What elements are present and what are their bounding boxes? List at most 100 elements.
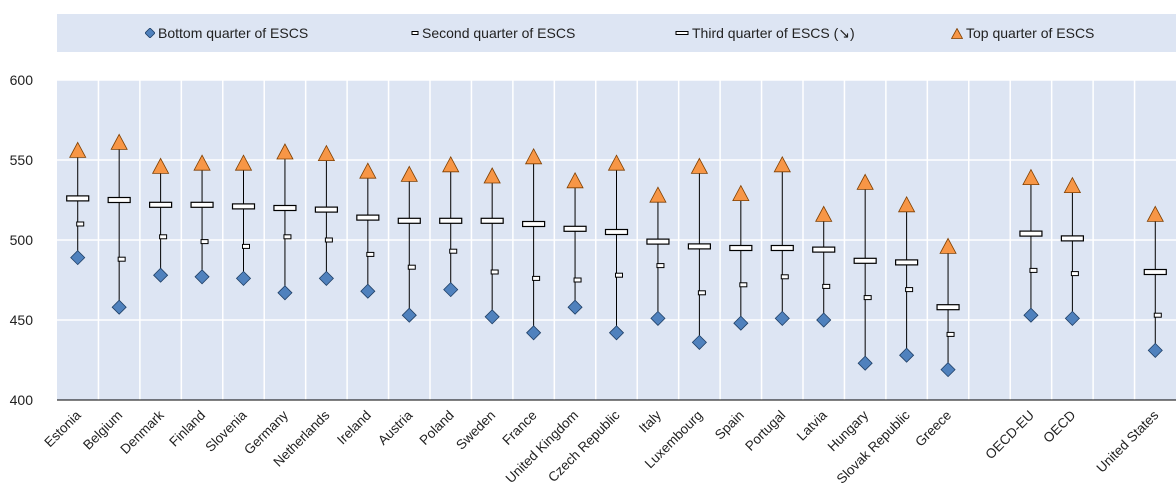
x-tick-label: Austria <box>375 407 416 448</box>
legend-label: Second quarter of ESCS <box>422 25 576 41</box>
bottom-quarter-point <box>277 285 293 301</box>
third-quarter-point <box>936 304 960 311</box>
third-quarter-point <box>231 203 256 210</box>
third-quarter-point <box>853 257 877 264</box>
chart-legend: Bottom quarter of ESCS Second quarter of… <box>57 14 1176 52</box>
bottom-quarter-point <box>1147 342 1163 358</box>
bottom-quarter-point <box>608 325 625 341</box>
y-tick-label: 450 <box>10 312 34 328</box>
diamond-marker-icon <box>145 28 155 38</box>
bottom-quarter-point <box>650 310 666 326</box>
third-quarter-point <box>439 217 463 224</box>
second-quarter-point <box>490 269 499 275</box>
bottom-quarter-point <box>691 334 707 350</box>
second-quarter-point <box>863 295 872 301</box>
y-tick-label: 500 <box>10 232 34 248</box>
third-quarter-point <box>687 243 711 250</box>
bottom-quarter-point <box>235 270 252 286</box>
second-quarter-point <box>822 283 831 289</box>
third-quarter-point <box>646 238 670 245</box>
second-quarter-point <box>200 239 209 245</box>
bottom-quarter-point <box>567 299 583 315</box>
third-quarter-point <box>190 201 214 208</box>
bottom-quarter-point <box>1064 310 1080 326</box>
third-quarter-point <box>273 204 297 212</box>
x-tick-label: OECD-EU <box>982 408 1037 463</box>
x-tick-label: Portugal <box>742 408 788 454</box>
third-quarter-point <box>480 217 504 224</box>
second-quarter-point <box>242 243 250 249</box>
second-quarter-point <box>656 263 665 269</box>
top-quarter-point <box>69 141 87 158</box>
second-quarter-point <box>1153 312 1162 318</box>
second-quarter-point <box>615 272 623 278</box>
bottom-quarter-point <box>443 282 459 298</box>
bottom-quarter-point <box>774 310 790 326</box>
second-quarter-point <box>905 287 914 293</box>
legend-item-third-quarter: Third quarter of ESCS (↘) <box>675 14 855 52</box>
bottom-quarter-point <box>194 269 210 285</box>
second-quarter-point <box>780 274 789 280</box>
third-quarter-point <box>522 220 546 228</box>
top-quarter-point <box>1022 168 1040 186</box>
top-quarter-point <box>151 157 170 174</box>
x-tick-label: France <box>499 408 539 448</box>
top-quarter-point <box>856 173 874 190</box>
third-quarter-point <box>895 259 919 266</box>
x-tick-label: Greece <box>912 408 954 450</box>
x-tick-label: Ireland <box>334 408 374 448</box>
third-quarter-point <box>356 214 380 221</box>
bottom-quarter-point <box>733 315 749 331</box>
third-quarter-point <box>1060 235 1084 242</box>
triangle-marker-icon <box>951 27 963 39</box>
x-tick-label: Slovak Republic <box>834 407 913 486</box>
second-quarter-point <box>159 234 168 240</box>
top-quarter-point <box>276 143 294 160</box>
second-quarter-point <box>1029 267 1038 273</box>
top-quarter-point <box>400 165 418 182</box>
bottom-quarter-point <box>153 267 169 283</box>
second-quarter-point <box>76 221 85 227</box>
legend-label: Third quarter of ESCS (↘) <box>692 24 855 41</box>
third-quarter-point <box>397 217 421 224</box>
x-tick-label: Italy <box>636 407 664 435</box>
x-tick-label: Latvia <box>794 407 830 443</box>
x-tick-label: United Kingdom <box>503 408 582 487</box>
second-quarter-point <box>407 264 416 270</box>
third-quarter-point <box>314 206 338 213</box>
x-tick-label: Estonia <box>41 407 84 450</box>
top-quarter-point <box>649 186 667 203</box>
top-quarter-point <box>442 155 460 173</box>
bottom-quarter-point <box>899 347 915 363</box>
top-quarter-point <box>193 154 211 171</box>
second-quarter-point <box>946 331 955 337</box>
x-tick-label: Finland <box>166 408 208 450</box>
legend-label: Bottom quarter of ESCS <box>158 25 309 41</box>
bottom-quarter-point <box>318 270 334 286</box>
top-quarter-point <box>773 155 791 173</box>
third-quarter-point <box>563 225 587 232</box>
legend-item-second-quarter: Second quarter of ESCS <box>411 14 575 52</box>
top-quarter-point <box>815 205 833 222</box>
top-quarter-point <box>566 171 584 189</box>
top-quarter-point <box>234 154 253 171</box>
top-quarter-point <box>607 154 626 171</box>
top-quarter-point <box>1063 176 1082 194</box>
x-tick-label: United States <box>1093 407 1161 475</box>
legend-item-bottom-quarter: Bottom quarter of ESCS <box>145 14 308 52</box>
second-quarter-point <box>739 282 748 288</box>
x-tick-label: OECD <box>1040 407 1078 445</box>
second-quarter-point <box>117 256 126 262</box>
top-quarter-point <box>690 157 709 174</box>
bottom-quarter-point <box>484 309 500 325</box>
top-quarter-point <box>1146 205 1164 222</box>
third-quarter-point <box>107 196 131 204</box>
x-tick-label: Poland <box>417 408 457 448</box>
second-quarter-point <box>324 237 333 243</box>
x-tick-label: Denmark <box>117 407 167 457</box>
bottom-quarter-point <box>526 325 542 341</box>
bottom-quarter-point <box>401 307 417 323</box>
top-quarter-point <box>110 133 128 150</box>
third-quarter-point <box>604 228 629 236</box>
